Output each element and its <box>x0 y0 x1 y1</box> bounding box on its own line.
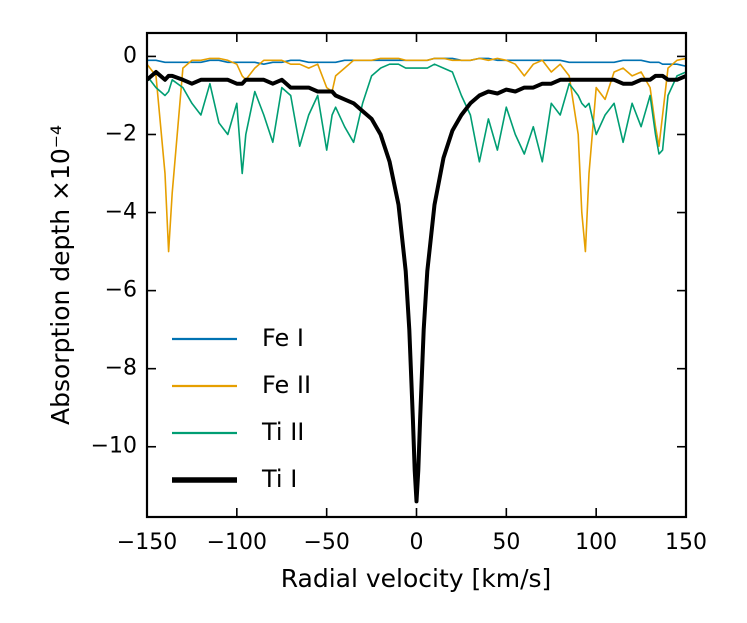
legend-label: Fe II <box>262 371 311 399</box>
y-tick-label: −10 <box>91 434 137 459</box>
legend-label: Fe I <box>262 324 304 352</box>
y-tick-label: −4 <box>105 200 137 225</box>
x-tick-label: −150 <box>117 530 177 555</box>
legend-label: Ti II <box>261 418 304 446</box>
x-tick-label: −50 <box>303 530 349 555</box>
y-axis-label: Absorption depth ×10⁻⁴ <box>46 125 75 425</box>
x-tick-label: 50 <box>492 530 520 555</box>
y-tick-label: −8 <box>105 356 137 381</box>
y-tick-label: −6 <box>105 278 137 303</box>
x-tick-label: 100 <box>575 530 617 555</box>
y-tick-label: −2 <box>105 121 137 146</box>
x-axis-label: Radial velocity [km/s] <box>281 564 552 593</box>
x-tick-label: 0 <box>410 530 424 555</box>
series-line <box>147 70 686 504</box>
plot-frame <box>145 31 688 519</box>
series-line <box>147 63 686 175</box>
legend-label: Ti I <box>261 465 297 493</box>
x-tick-label: 150 <box>665 530 707 555</box>
y-tick-label: 0 <box>123 43 137 68</box>
series-line <box>147 57 686 253</box>
x-tick-label: −100 <box>207 530 267 555</box>
